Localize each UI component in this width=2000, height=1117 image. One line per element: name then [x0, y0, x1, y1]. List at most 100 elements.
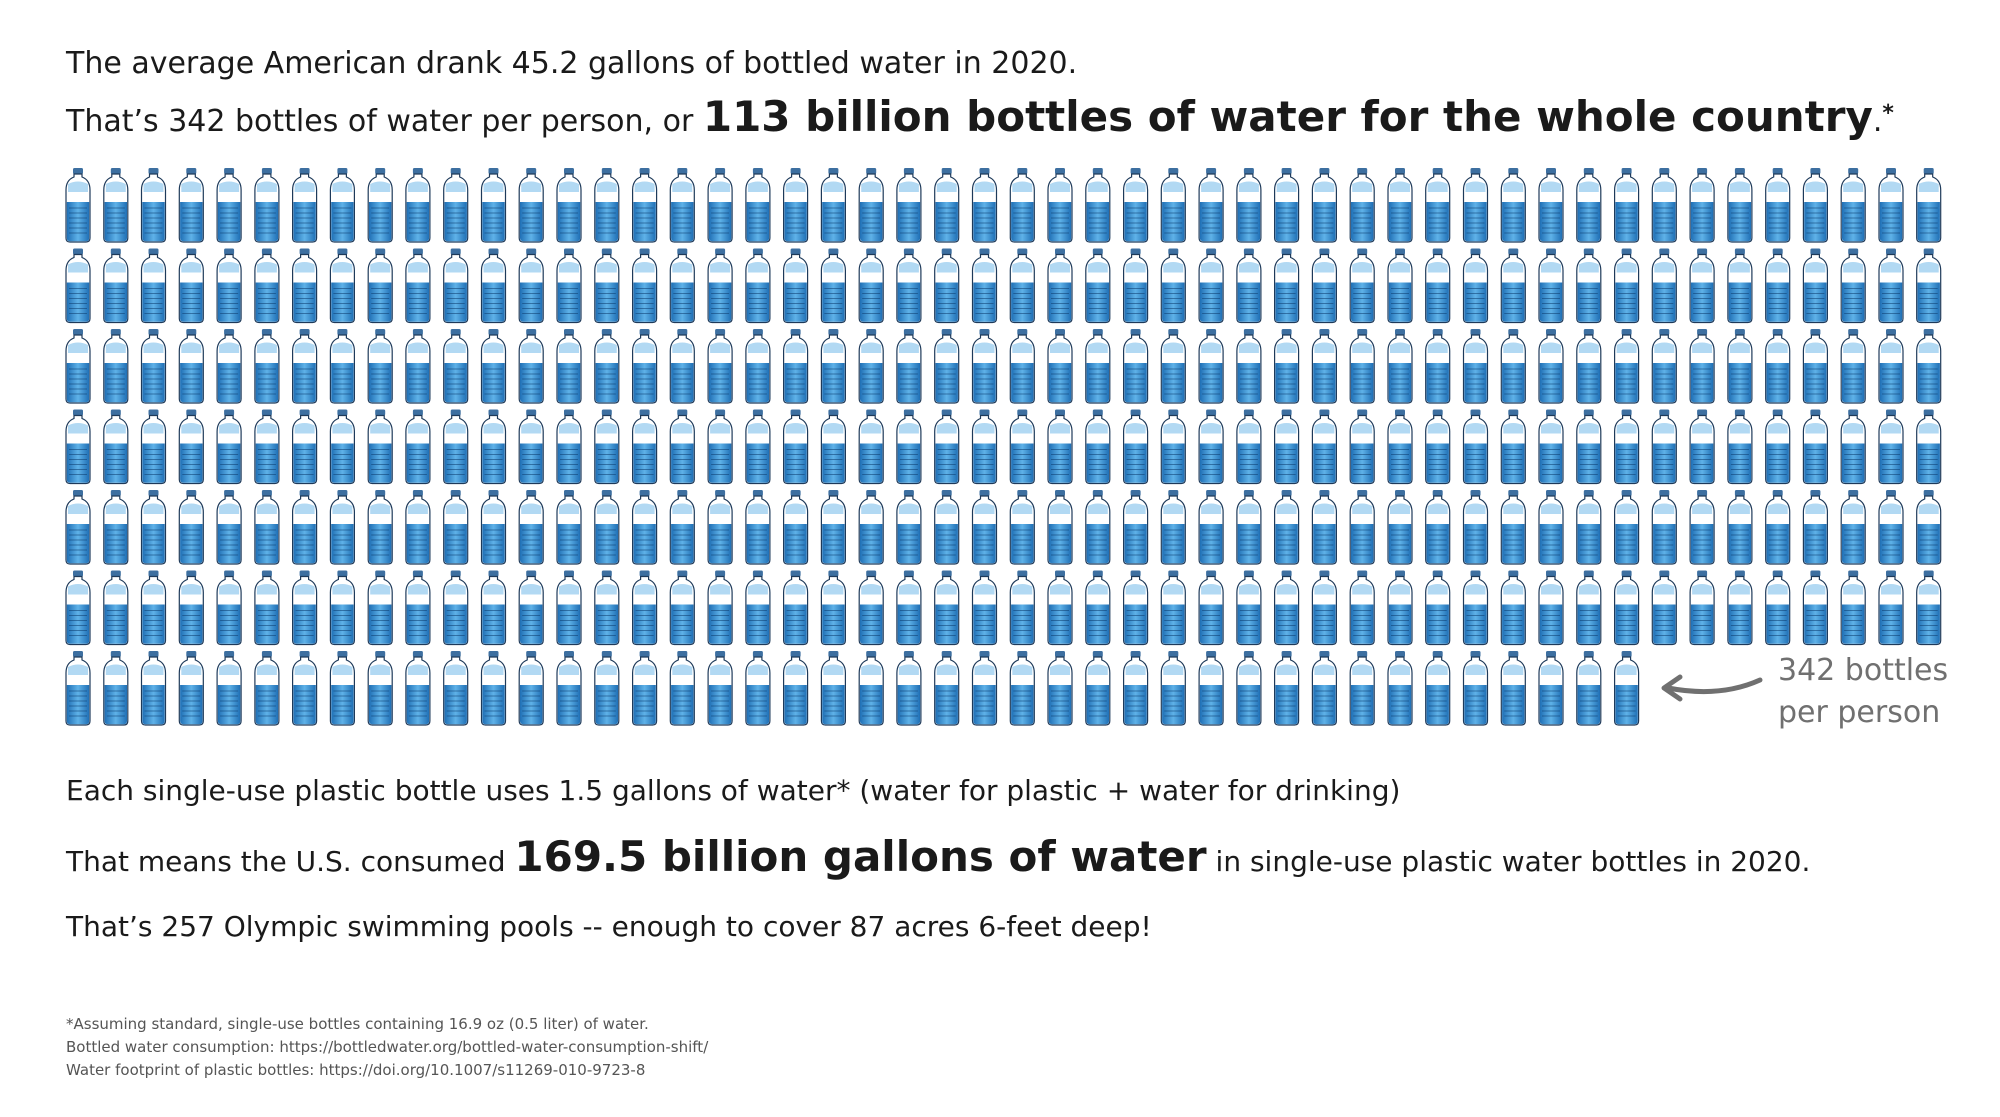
- bottle-icon: [631, 569, 658, 646]
- bottle-icon: [556, 247, 582, 324]
- bottle-icon: [405, 247, 431, 324]
- bottle-icon: [329, 569, 355, 646]
- bottle-icon: [1122, 167, 1149, 243]
- bottle-icon: [820, 247, 847, 324]
- bottle-icon: [1273, 167, 1300, 243]
- bottle-icon: [1273, 328, 1300, 404]
- bottle-icon: [1651, 489, 1677, 565]
- bottle-icon: [292, 167, 318, 243]
- bottle-icon: [556, 569, 582, 646]
- bottle-icon: [594, 569, 620, 646]
- bottle-icon: [631, 650, 658, 726]
- bottle-icon: [367, 569, 393, 646]
- bottle-icon: [631, 247, 658, 324]
- bottle-icon: [1727, 408, 1753, 485]
- bottle-icon: [820, 489, 847, 565]
- bottle-icon: [745, 569, 771, 646]
- bottle-icon: [480, 408, 507, 485]
- bottle-icon: [934, 489, 960, 565]
- bottle-icon: [518, 489, 544, 565]
- bottle-icon: [1651, 408, 1677, 485]
- bottle-icon: [1462, 569, 1489, 646]
- bottle-icon: [292, 328, 318, 404]
- footnote-1: *Assuming standard, single-use bottles c…: [66, 1015, 649, 1033]
- fact-line-1: Each single-use plastic bottle uses 1.5 …: [66, 774, 1401, 807]
- bottle-icon: [1349, 408, 1375, 485]
- bottle-icon: [971, 167, 998, 243]
- bottle-icon: [1802, 489, 1829, 565]
- bottle-icon: [1122, 247, 1149, 324]
- bottle-icon: [1160, 650, 1186, 726]
- bottle-icon: [1765, 167, 1791, 243]
- bottle-icon: [631, 489, 658, 565]
- per-person-callout: 342 bottles per person: [1778, 650, 1948, 734]
- bottle-icon: [443, 328, 469, 404]
- bottle-icon: [1802, 328, 1829, 404]
- bottle-icon: [1613, 328, 1640, 404]
- bottle-icon: [518, 650, 544, 726]
- bottle-icon: [292, 489, 318, 565]
- bottle-icon: [1878, 328, 1904, 404]
- bottle-icon: [1160, 489, 1186, 565]
- bottle-icon: [1576, 569, 1602, 646]
- bottle-icon: [669, 569, 695, 646]
- bottle-icon: [1273, 247, 1300, 324]
- bottle-icon: [707, 408, 733, 485]
- bottle-icon: [292, 247, 318, 324]
- bottle-icon: [443, 167, 469, 243]
- bottle-icon: [971, 328, 998, 404]
- bottle-icon: [405, 328, 431, 404]
- bottle-icon: [782, 489, 809, 565]
- bottle-icon: [1689, 489, 1715, 565]
- bottle-icon: [1236, 247, 1262, 324]
- bottle-icon: [1009, 167, 1035, 243]
- bottle-icon: [1160, 167, 1186, 243]
- bottle-icon: [443, 247, 469, 324]
- bottle-icon: [1425, 650, 1451, 726]
- bottle-icon: [1425, 408, 1451, 485]
- bottle-icon: [1765, 328, 1791, 404]
- bottle-icon: [178, 569, 204, 646]
- bottle-icon: [1462, 328, 1489, 404]
- bottle-icon: [1311, 408, 1338, 485]
- bottle-icon: [707, 167, 733, 243]
- bottle-icon: [480, 569, 507, 646]
- bottle-icon: [594, 328, 620, 404]
- bottle-icon: [707, 328, 733, 404]
- bottle-icon: [254, 489, 280, 565]
- bottle-icon: [1387, 650, 1413, 726]
- bottle-icon: [329, 328, 355, 404]
- bottle-icon: [216, 569, 242, 646]
- bottle-icon: [216, 650, 242, 726]
- bottle-icon: [292, 408, 318, 485]
- bottle-icon: [971, 489, 998, 565]
- bottle-icon: [745, 489, 771, 565]
- bottle-icon: [858, 328, 884, 404]
- bottle-icon: [1085, 569, 1111, 646]
- total-bottles-highlight: 113 billion bottles of water for the who…: [702, 92, 1873, 141]
- bottle-icon: [934, 328, 960, 404]
- bottle-icon: [178, 247, 204, 324]
- bottle-icon: [1311, 328, 1338, 404]
- bottle-icon: [140, 247, 167, 324]
- bottle-icon: [782, 167, 809, 243]
- bottle-icon: [1765, 247, 1791, 324]
- bottle-icon: [1840, 328, 1866, 404]
- bottle-icon: [1538, 569, 1564, 646]
- bottle-icon: [1349, 489, 1375, 565]
- bottle-icon: [631, 328, 658, 404]
- bottle-icon: [1009, 489, 1035, 565]
- bottle-icon: [594, 408, 620, 485]
- bottle-icon: [103, 167, 129, 243]
- bottle-icon: [669, 489, 695, 565]
- bottle-icon: [1727, 167, 1753, 243]
- bottle-icon: [669, 167, 695, 243]
- bottle-icon: [745, 167, 771, 243]
- bottle-icon: [1122, 569, 1149, 646]
- bottle-icon: [934, 167, 960, 243]
- bottle-icon: [1425, 167, 1451, 243]
- bottle-icon: [1916, 489, 1942, 565]
- bottle-icon: [1425, 247, 1451, 324]
- bottle-icon: [782, 569, 809, 646]
- bottle-icon: [1840, 569, 1866, 646]
